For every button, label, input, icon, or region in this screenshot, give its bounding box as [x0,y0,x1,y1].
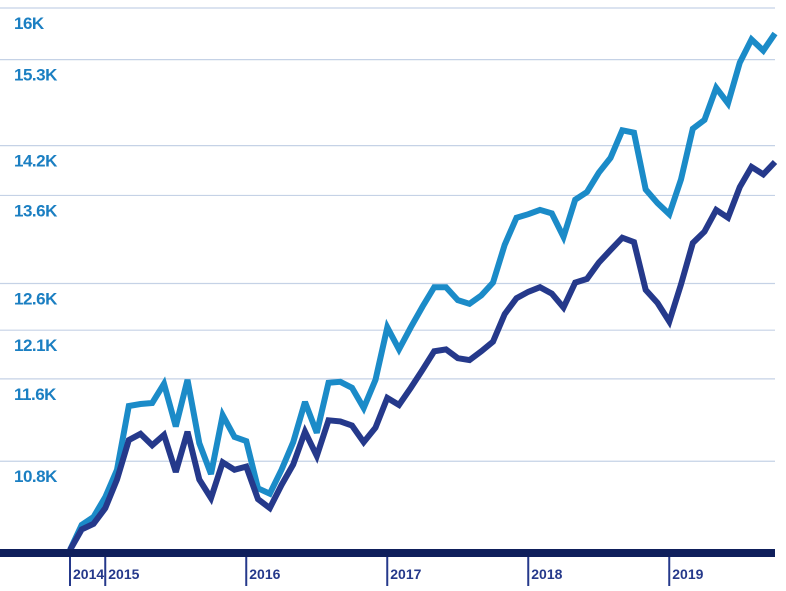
y-tick-label: 11.6K [14,385,57,404]
x-tick-label: 2019 [672,566,703,582]
x-tick-label: 2015 [108,566,139,582]
x-tick-label: 2014 [73,566,104,582]
y-tick-label: 14.2K [14,152,58,171]
y-tick-label: 10.8K [14,467,58,486]
y-tick-label: 13.6K [14,201,58,220]
x-tick-label: 2016 [249,566,280,582]
y-tick-label: 15.3K [14,66,58,85]
y-tick-label: 16K [14,14,45,33]
x-axis-baseline [0,549,775,557]
x-tick-label: 2017 [390,566,421,582]
y-tick-label: 12.6K [14,289,58,308]
series-line [67,31,778,552]
x-tick-label: 2018 [531,566,562,582]
y-tick-label: 12.1K [14,336,58,355]
series-line [67,159,778,552]
